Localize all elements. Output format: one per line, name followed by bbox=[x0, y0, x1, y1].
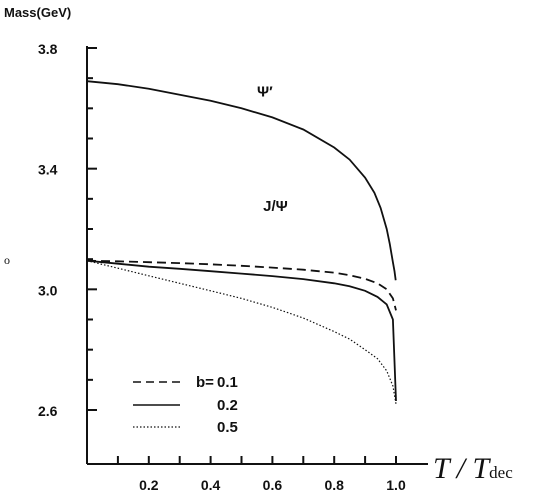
plot-series bbox=[86, 80, 397, 405]
y-tick-label: 2.6 bbox=[38, 403, 58, 419]
legend-label-1: 0.2 bbox=[217, 397, 238, 414]
series-line-3 bbox=[86, 260, 397, 405]
y-ticks: 2.6 3.0 3.4 3.8 bbox=[38, 41, 97, 419]
y-tick-label: 3.0 bbox=[38, 282, 58, 298]
x-tick-label: 1.0 bbox=[386, 477, 406, 493]
x-axis-title-sub: dec bbox=[489, 463, 513, 482]
y-tick-label: 3.8 bbox=[38, 41, 58, 57]
x-tick-label: 0.8 bbox=[324, 477, 344, 493]
x-tick-label: 0.6 bbox=[263, 477, 283, 493]
legend-label-0: 0.1 bbox=[217, 374, 238, 391]
curve-label-0: Ψ′ bbox=[257, 83, 273, 100]
y-axis-title: Mass(GeV) bbox=[4, 5, 71, 20]
curve-labels: Ψ′ J/Ψ bbox=[257, 83, 288, 215]
legend: b= 0.1 0.2 0.5 bbox=[133, 374, 238, 436]
y-tick-label: 3.4 bbox=[38, 162, 58, 178]
series-line-1 bbox=[86, 259, 397, 311]
side-mark: o bbox=[4, 253, 10, 267]
legend-title: b= bbox=[196, 374, 214, 391]
x-axis-title-main: T / T bbox=[433, 452, 491, 485]
curve-label-1: J/Ψ bbox=[263, 198, 288, 215]
series-line-2 bbox=[86, 259, 397, 402]
legend-label-2: 0.5 bbox=[217, 419, 238, 436]
x-axis-title: T / Tdec bbox=[433, 452, 513, 485]
series-line-0 bbox=[86, 80, 397, 281]
x-tick-label: 0.2 bbox=[139, 477, 159, 493]
x-ticks: 0.2 0.4 0.6 0.8 1.0 bbox=[116, 456, 406, 493]
x-tick-label: 0.4 bbox=[201, 477, 221, 493]
